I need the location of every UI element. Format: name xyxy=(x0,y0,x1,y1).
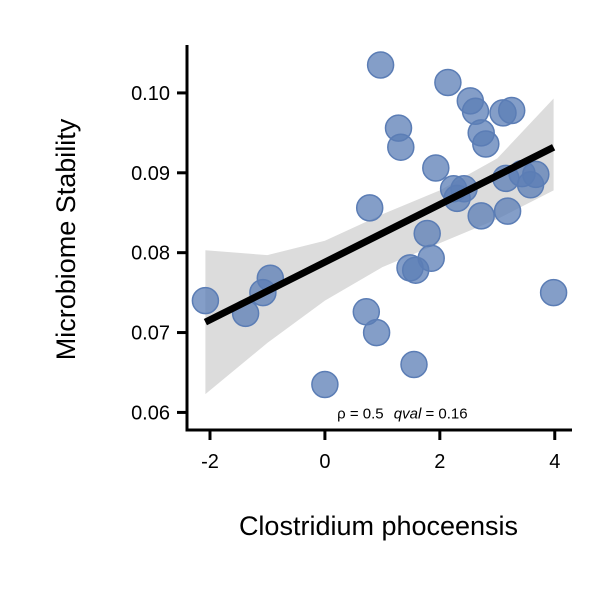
x-tick-label: -2 xyxy=(201,451,219,473)
y-tick-label: 0.08 xyxy=(131,243,170,265)
data-point xyxy=(472,130,500,158)
x-tick-label: 0 xyxy=(319,451,330,473)
plot-area xyxy=(191,51,568,399)
data-point xyxy=(355,194,384,222)
y-axis-ticks: 0.06 0.07 0.08 0.09 0.10 xyxy=(131,83,187,424)
y-axis-title: Microbiome Stability xyxy=(51,118,81,360)
data-points xyxy=(191,51,568,399)
y-tick-label: 0.09 xyxy=(131,163,170,185)
data-point xyxy=(493,197,522,225)
x-tick-label: 4 xyxy=(549,451,560,473)
data-point xyxy=(311,370,339,399)
y-tick-label: 0.10 xyxy=(131,83,170,105)
correlation-annotation: ρ = 0.5 qval = 0.16 xyxy=(337,406,467,423)
x-tick-label: 2 xyxy=(434,451,445,473)
rho-text: ρ = 0.5 xyxy=(337,406,383,423)
y-tick-label: 0.06 xyxy=(131,402,170,424)
data-point xyxy=(401,256,430,284)
data-point xyxy=(413,219,441,248)
x-axis-title: Clostridium phoceensis xyxy=(239,511,518,541)
y-tick-label: 0.07 xyxy=(131,323,170,345)
data-point xyxy=(387,133,415,161)
regression-line xyxy=(203,144,556,326)
x-axis-ticks: -2 0 2 4 xyxy=(201,430,560,473)
data-point xyxy=(497,96,526,125)
qval-value: = 0.16 xyxy=(425,406,467,423)
data-point xyxy=(400,350,428,379)
data-point xyxy=(434,68,462,97)
qval-label: qval xyxy=(394,406,422,423)
confidence-band xyxy=(205,98,554,395)
data-point xyxy=(191,286,220,315)
data-point xyxy=(366,51,395,79)
data-point xyxy=(467,202,495,230)
data-point xyxy=(362,318,391,347)
data-point xyxy=(422,154,450,182)
data-point xyxy=(516,171,545,199)
data-point xyxy=(539,278,568,307)
